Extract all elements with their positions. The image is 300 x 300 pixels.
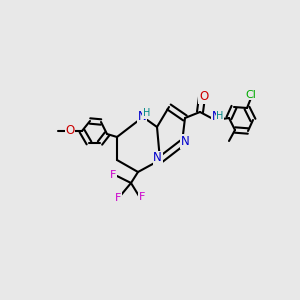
Text: H: H bbox=[143, 108, 150, 118]
Text: Cl: Cl bbox=[246, 89, 256, 100]
Text: N: N bbox=[181, 135, 189, 148]
Text: H: H bbox=[216, 111, 224, 122]
Text: O: O bbox=[65, 124, 75, 137]
Text: F: F bbox=[110, 169, 117, 179]
Text: N: N bbox=[153, 151, 162, 164]
Text: F: F bbox=[139, 192, 145, 202]
Text: F: F bbox=[115, 193, 121, 203]
Text: N: N bbox=[138, 110, 146, 124]
Text: O: O bbox=[199, 91, 208, 103]
Text: N: N bbox=[212, 110, 220, 123]
